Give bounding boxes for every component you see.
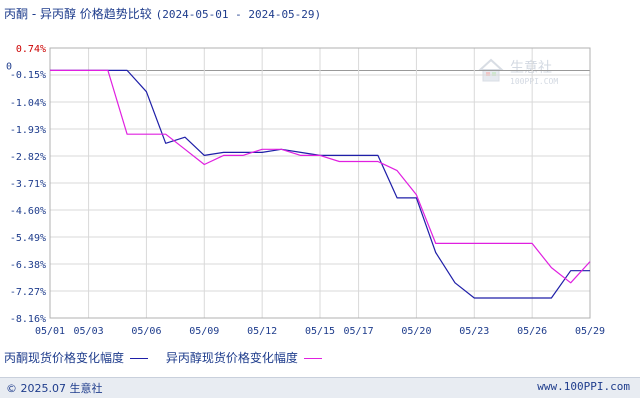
y-axis-tick-labels: 0.74% 0-0.15% -1.04% -1.93% -2.82% -3.71% -4.6… [6,44,46,325]
y-tick-label: -7.27% [10,287,46,298]
watermark-roof-icon [477,58,505,71]
y-tick-label: -5.49% [10,233,46,244]
legend-item-series-1: 丙酮现货价格变化幅度 [4,349,149,366]
x-tick-label: 05/20 [401,326,431,337]
chart-grid [49,47,591,319]
x-tick-label: 05/09 [189,326,219,337]
x-tick-label: 05/01 [35,326,65,337]
watermark-name: 生意社 [510,59,552,76]
watermark-dot-green [492,72,496,76]
y-tick-label: 0 [6,61,12,72]
line-chart: 生意社 100PPI.COM 0.74% 0-0.15% -1.04% -1.93% -… [6,44,605,337]
y-tick-label: -6.38% [10,260,46,271]
footer-copyright: © 2025.07 生意社 [6,382,103,395]
chart-title-range: (2024-05-01 - 2024-05-29) [155,8,322,21]
y-tick-label: -4.60% [10,206,46,217]
y-tick-label: -0.15% [10,70,46,81]
chart-series [50,69,591,299]
y-tick-label: -1.04% [10,98,46,109]
y-tick-label: -2.82% [10,152,46,163]
watermark-url: 100PPI.COM [510,77,558,86]
legend-swatch-series-1 [130,358,149,359]
x-axis-tick-labels: 05/01 05/03 05/06 05/09 05/12 05/15 05/17 05/20… [35,326,605,337]
x-tick-label: 05/17 [344,326,374,337]
x-tick-label: 05/29 [575,326,605,337]
x-tick-label: 05/06 [131,326,161,337]
y-tick-label: 0.74% [16,44,46,55]
y-tick-label: -1.93% [10,125,46,136]
x-tick-label: 05/23 [459,326,489,337]
footer-site-link[interactable]: www.100PPI.com [537,380,630,393]
plot-frame [49,47,591,319]
legend-item-series-2: 异丙醇现货价格变化幅度 [166,349,322,366]
legend-swatch-series-2 [303,358,322,359]
chart-title: 丙酮 - 异丙醇 价格趋势比较 (2024-05-01 - 2024-05-29… [4,5,321,22]
watermark-logo: 生意社 100PPI.COM [477,58,558,86]
legend-label-series-2: 异丙醇现货价格变化幅度 [165,351,298,365]
chart-legend: 丙酮现货价格变化幅度 异丙醇现货价格变化幅度 [4,349,336,367]
x-tick-label: 05/15 [305,326,335,337]
watermark-dot-red [486,72,490,76]
x-tick-label: 05/03 [74,326,104,337]
y-tick-label: -3.71% [10,179,46,190]
footer-bar: © 2025.07 生意社 www.100PPI.com [0,377,640,398]
chart-title-main: 丙酮 - 异丙醇 价格趋势比较 [4,7,152,21]
x-tick-label: 05/26 [517,326,547,337]
x-tick-label: 05/12 [247,326,277,337]
chart-axes [49,47,591,319]
series-line-2 [50,69,591,284]
y-tick-label: -8.16% [10,314,46,325]
legend-label-series-1: 丙酮现货价格变化幅度 [4,351,125,365]
